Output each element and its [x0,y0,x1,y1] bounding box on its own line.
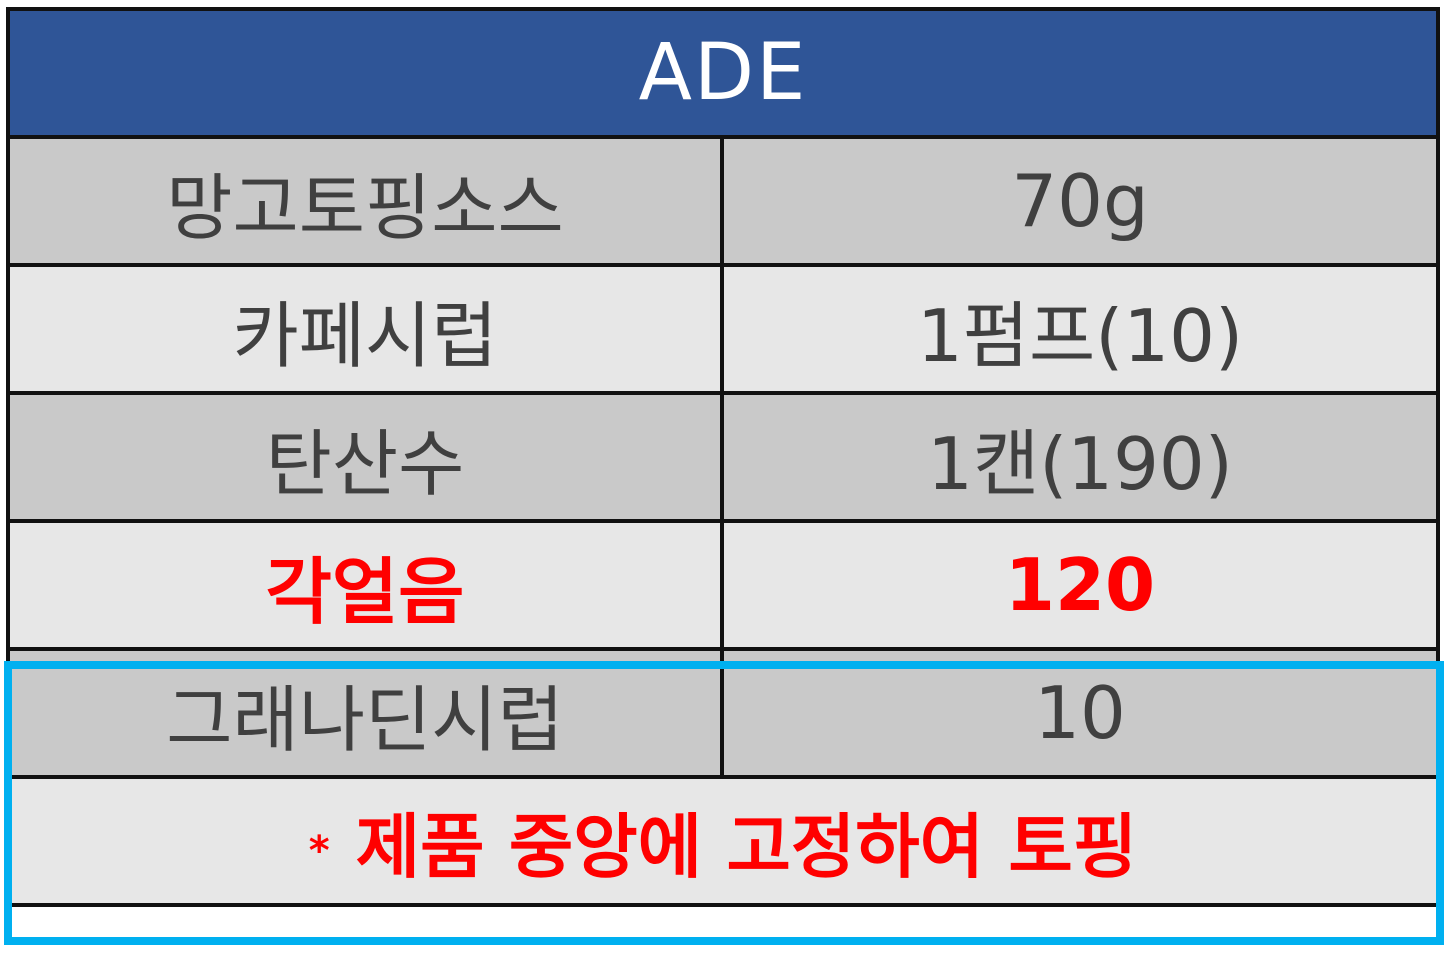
ingredient-amount: 1캔(190) [719,391,1441,523]
note-text: 제품 중앙에 고정하여 토핑 [355,805,1138,888]
ingredient-name: 망고토핑소스 [6,135,724,267]
note-row: * 제품 중앙에 고정하여 토핑 [5,775,1441,907]
note-marker: * [308,828,330,875]
recipe-table: ADE 망고토핑소스 70g 카페시럽 1펌프(10) 탄산수 1캔(190) … [5,7,1441,907]
ingredient-amount: 10 [719,647,1441,779]
note-cell: * 제품 중앙에 고정하여 토핑 [5,775,1441,907]
ingredient-amount: 120 [719,519,1441,651]
table-row: 카페시럽 1펌프(10) [6,263,1441,395]
ingredient-amount: 70g [719,135,1441,267]
table-row: 그래나딘시럽 10 [6,647,1441,779]
ingredient-name: 각얼음 [6,519,724,651]
table-row: 탄산수 1캔(190) [6,391,1441,523]
ingredient-name: 탄산수 [6,391,724,523]
ingredient-name: 그래나딘시럽 [6,647,724,779]
ingredient-name: 카페시럽 [6,263,724,395]
table-row-highlighted: 각얼음 120 [6,519,1441,651]
title-row: ADE [5,7,1441,139]
table-title: ADE [5,7,1441,139]
ingredient-amount: 1펌프(10) [719,263,1441,395]
table-row: 망고토핑소스 70g [6,135,1441,267]
